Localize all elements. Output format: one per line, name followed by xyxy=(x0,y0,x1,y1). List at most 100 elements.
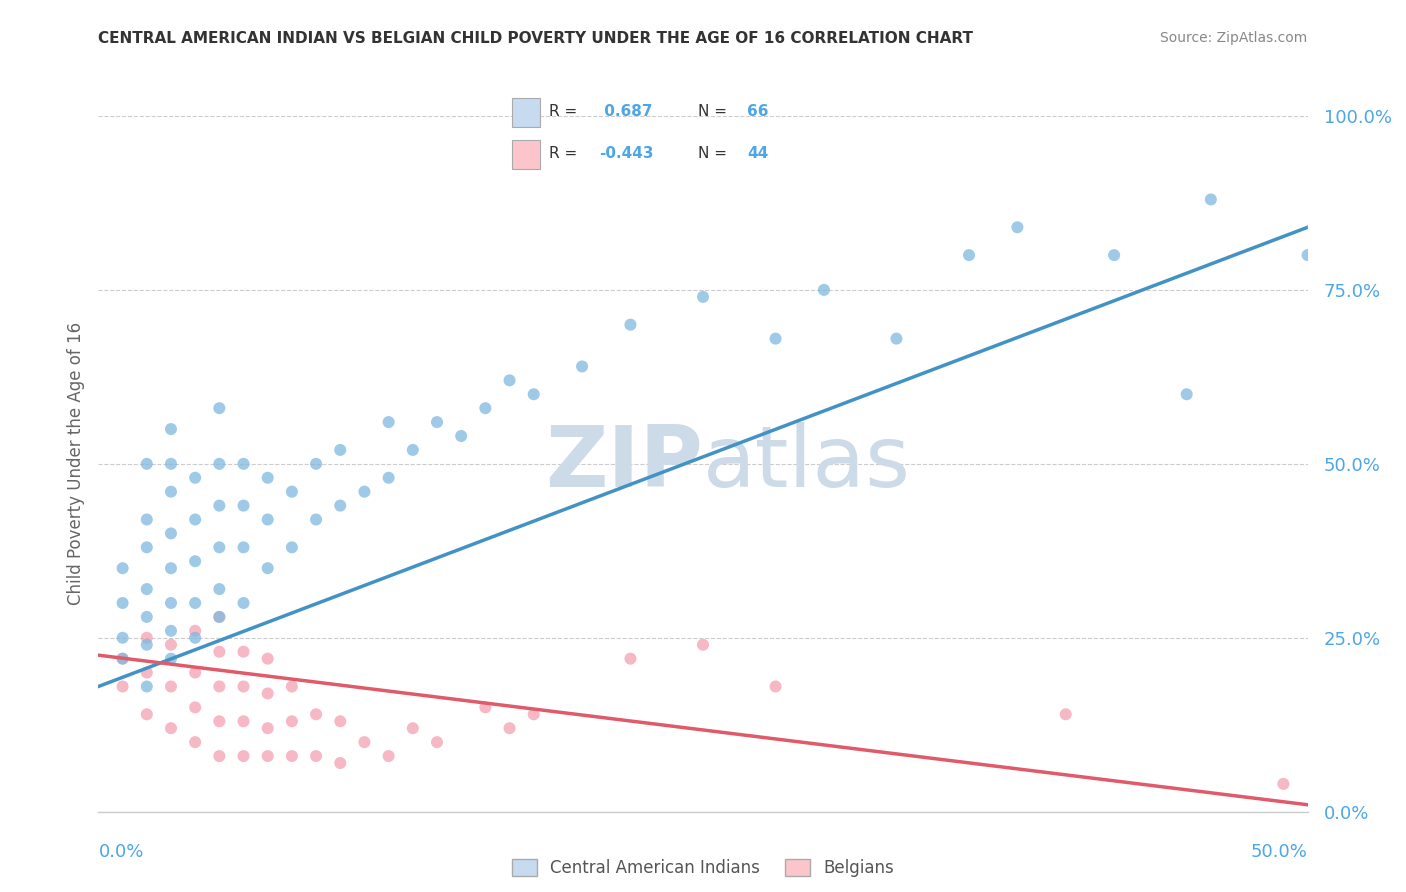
Text: N =: N = xyxy=(697,104,731,119)
Point xyxy=(281,484,304,499)
Point xyxy=(135,707,157,722)
Point xyxy=(305,457,328,471)
Point xyxy=(498,373,520,387)
Point xyxy=(184,471,207,485)
Point xyxy=(256,721,278,735)
Point xyxy=(160,638,183,652)
Point xyxy=(523,707,546,722)
Point xyxy=(232,541,254,555)
Point xyxy=(402,442,425,457)
Point xyxy=(135,457,157,471)
Point xyxy=(256,686,278,700)
Point xyxy=(232,499,254,513)
Point xyxy=(111,680,134,694)
Point xyxy=(957,248,980,262)
Text: ZIP: ZIP xyxy=(546,422,703,506)
Point xyxy=(305,749,328,764)
Point xyxy=(208,610,231,624)
Point xyxy=(184,624,207,638)
Point xyxy=(1175,387,1198,401)
Point xyxy=(160,721,183,735)
Point xyxy=(353,735,375,749)
Point xyxy=(329,499,352,513)
Text: 44: 44 xyxy=(748,146,769,161)
Point xyxy=(474,700,496,714)
Point xyxy=(886,332,908,346)
Point xyxy=(160,680,183,694)
Point xyxy=(426,415,449,429)
Text: 50.0%: 50.0% xyxy=(1251,843,1308,861)
Point xyxy=(281,749,304,764)
Point xyxy=(208,680,231,694)
Point xyxy=(111,651,134,665)
Point xyxy=(160,526,183,541)
Point xyxy=(111,651,134,665)
Point xyxy=(184,700,207,714)
Point xyxy=(281,680,304,694)
Point xyxy=(160,484,183,499)
Point xyxy=(208,582,231,596)
Point xyxy=(208,645,231,659)
Point xyxy=(377,415,399,429)
Point xyxy=(256,471,278,485)
Point xyxy=(208,610,231,624)
Point xyxy=(450,429,472,443)
Point xyxy=(571,359,593,374)
Point xyxy=(208,401,231,416)
Text: R =: R = xyxy=(550,146,582,161)
Point xyxy=(765,680,787,694)
Point xyxy=(1344,332,1367,346)
Point xyxy=(208,499,231,513)
Point xyxy=(184,665,207,680)
Point xyxy=(619,318,641,332)
Point xyxy=(426,735,449,749)
Text: 66: 66 xyxy=(748,104,769,119)
Point xyxy=(765,332,787,346)
Point xyxy=(208,541,231,555)
Point xyxy=(184,735,207,749)
Point xyxy=(498,721,520,735)
Point xyxy=(208,714,231,729)
Point xyxy=(329,756,352,770)
Point xyxy=(281,714,304,729)
Point xyxy=(135,610,157,624)
Point xyxy=(256,561,278,575)
Text: atlas: atlas xyxy=(703,422,911,506)
Point xyxy=(111,596,134,610)
Legend: Central American Indians, Belgians: Central American Indians, Belgians xyxy=(505,852,901,883)
Point xyxy=(232,645,254,659)
Point xyxy=(111,561,134,575)
Point xyxy=(402,721,425,735)
Point xyxy=(184,596,207,610)
Point xyxy=(135,665,157,680)
Point xyxy=(256,749,278,764)
Point xyxy=(184,554,207,568)
Point xyxy=(329,714,352,729)
Text: Source: ZipAtlas.com: Source: ZipAtlas.com xyxy=(1160,31,1308,45)
Text: CENTRAL AMERICAN INDIAN VS BELGIAN CHILD POVERTY UNDER THE AGE OF 16 CORRELATION: CENTRAL AMERICAN INDIAN VS BELGIAN CHILD… xyxy=(98,31,973,46)
Point xyxy=(135,680,157,694)
Point xyxy=(377,749,399,764)
Point xyxy=(1296,248,1319,262)
Point xyxy=(692,290,714,304)
Point xyxy=(281,541,304,555)
Point xyxy=(619,651,641,665)
FancyBboxPatch shape xyxy=(512,140,540,169)
Point xyxy=(135,638,157,652)
Point xyxy=(474,401,496,416)
Text: 0.0%: 0.0% xyxy=(98,843,143,861)
Point xyxy=(135,582,157,596)
Text: N =: N = xyxy=(697,146,731,161)
Point xyxy=(160,596,183,610)
Point xyxy=(353,484,375,499)
Point xyxy=(135,512,157,526)
Point xyxy=(135,541,157,555)
Point xyxy=(1272,777,1295,791)
Y-axis label: Child Poverty Under the Age of 16: Child Poverty Under the Age of 16 xyxy=(66,322,84,606)
Text: -0.443: -0.443 xyxy=(599,146,654,161)
Point xyxy=(692,638,714,652)
Point xyxy=(160,457,183,471)
Point xyxy=(208,457,231,471)
Text: R =: R = xyxy=(550,104,582,119)
Point xyxy=(135,631,157,645)
